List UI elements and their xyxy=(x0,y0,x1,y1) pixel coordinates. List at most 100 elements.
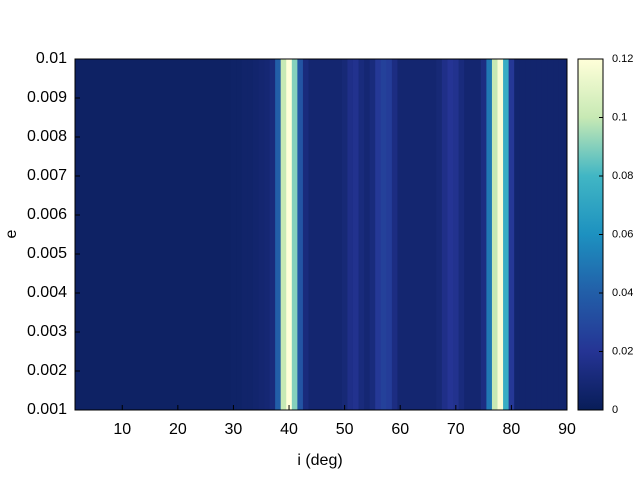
heatmap-cell xyxy=(264,59,271,410)
heatmap-cell xyxy=(386,59,393,410)
heatmap-cell xyxy=(419,59,426,410)
x-tick-label: 30 xyxy=(225,421,243,438)
heatmap-cell xyxy=(286,59,293,410)
heatmap-cell xyxy=(163,59,171,410)
y-tick-label: 0.001 xyxy=(27,401,67,418)
heatmap-cell xyxy=(141,59,148,410)
heatmap-cell xyxy=(414,59,421,410)
y-tick-label: 0.006 xyxy=(27,206,67,223)
heatmap-cell xyxy=(336,59,343,410)
y-axis-label: e xyxy=(3,229,20,238)
x-tick-label: 50 xyxy=(336,421,354,438)
heatmap-cell xyxy=(564,59,567,410)
heatmap-cell xyxy=(247,59,254,410)
heatmap-cell xyxy=(503,59,510,410)
heatmap-cell xyxy=(547,59,554,410)
y-tick-label: 0.004 xyxy=(27,284,67,301)
heatmap-cell xyxy=(508,59,515,410)
heatmap-cell xyxy=(453,59,460,410)
heatmap-cell xyxy=(230,59,237,410)
heatmap-cell xyxy=(430,59,437,410)
heatmap-cell xyxy=(125,59,132,410)
heatmap-cell xyxy=(225,59,232,410)
heatmap-cell xyxy=(358,59,365,410)
heatmap-cell xyxy=(441,59,449,410)
heatmap-cell xyxy=(280,59,287,410)
plot-frame xyxy=(74,58,568,411)
heatmap-cell xyxy=(197,59,204,410)
heatmap-cell xyxy=(147,59,154,410)
x-tick-label: 70 xyxy=(447,421,465,438)
heatmap-cell xyxy=(308,59,315,410)
x-tick-label: 10 xyxy=(113,421,131,438)
heatmap-cell xyxy=(202,59,210,410)
heatmap-cell xyxy=(341,59,349,410)
heatmap-cell xyxy=(314,59,321,410)
heatmap-cell xyxy=(352,59,360,410)
heatmap-cell xyxy=(475,59,482,410)
heatmap-cell xyxy=(447,59,454,410)
heatmap-cell xyxy=(175,59,182,410)
heatmap-cell xyxy=(113,59,121,410)
heatmap-cell xyxy=(186,59,193,410)
heatmap-cell xyxy=(75,59,82,410)
heatmap-cell xyxy=(480,59,487,410)
heatmap-cell xyxy=(458,59,465,410)
y-tick-label: 0.007 xyxy=(27,167,67,184)
heatmap-cell xyxy=(180,59,187,410)
heatmap-cell xyxy=(108,59,115,410)
colorbar-tick-label: 0.06 xyxy=(612,228,633,240)
heatmap-cell xyxy=(497,59,504,410)
heatmap-cell xyxy=(158,59,165,410)
heatmap-cell xyxy=(491,59,499,410)
heatmap-cell xyxy=(530,59,538,410)
y-tick-label: 0.003 xyxy=(27,323,67,340)
heatmap-cell xyxy=(519,59,526,410)
heatmap-cell xyxy=(486,59,493,410)
heatmap-cell xyxy=(380,59,387,410)
heatmap-cell xyxy=(375,59,382,410)
heatmap-cell xyxy=(319,59,326,410)
colorbar-tick-label: 0.12 xyxy=(612,53,633,65)
heatmap-cell xyxy=(425,59,432,410)
heatmap-cell xyxy=(536,59,543,410)
x-tick-label: 80 xyxy=(503,421,521,438)
x-axis-label: i (deg) xyxy=(297,452,342,469)
y-tick-label: 0.01 xyxy=(36,50,67,67)
heatmap-cell xyxy=(91,59,98,410)
heatmap-cell xyxy=(275,59,282,410)
heatmap-cell xyxy=(136,59,143,410)
colorbar-tick-label: 0.08 xyxy=(612,170,633,182)
heatmap-cell xyxy=(403,59,410,410)
heatmap-cell xyxy=(219,59,226,410)
heatmap-cell xyxy=(436,59,443,410)
heatmap-cell xyxy=(191,59,198,410)
heatmap-cell xyxy=(558,59,565,410)
heatmap-cell xyxy=(269,59,276,410)
heatmap-cell xyxy=(102,59,109,410)
heatmap-cell xyxy=(325,59,332,410)
heatmap-cell xyxy=(347,59,354,410)
heatmap-cell xyxy=(252,59,260,410)
x-tick-label: 40 xyxy=(280,421,298,438)
y-tick-label: 0.009 xyxy=(27,89,67,106)
colorbar-tick-label: 0.04 xyxy=(612,287,633,299)
heatmap-cell xyxy=(80,59,87,410)
heatmap-cell xyxy=(291,59,298,410)
heatmap-cell xyxy=(97,59,104,410)
x-tick-label: 60 xyxy=(391,421,409,438)
heatmap-cell xyxy=(302,59,310,410)
heatmap-cell xyxy=(541,59,549,410)
colorbar-tick-label: 0.1 xyxy=(612,111,627,123)
heatmap-cell xyxy=(408,59,415,410)
heatmap xyxy=(75,59,567,410)
colorbar-tick-label: 0 xyxy=(612,404,618,416)
heatmap-cell xyxy=(391,59,399,410)
heatmap-cell xyxy=(258,59,265,410)
y-tick-label: 0.008 xyxy=(27,128,67,145)
heatmap-cell xyxy=(119,59,126,410)
heatmap-cell xyxy=(397,59,404,410)
heatmap-cell xyxy=(213,59,221,410)
y-tick-label: 0.005 xyxy=(27,245,67,262)
